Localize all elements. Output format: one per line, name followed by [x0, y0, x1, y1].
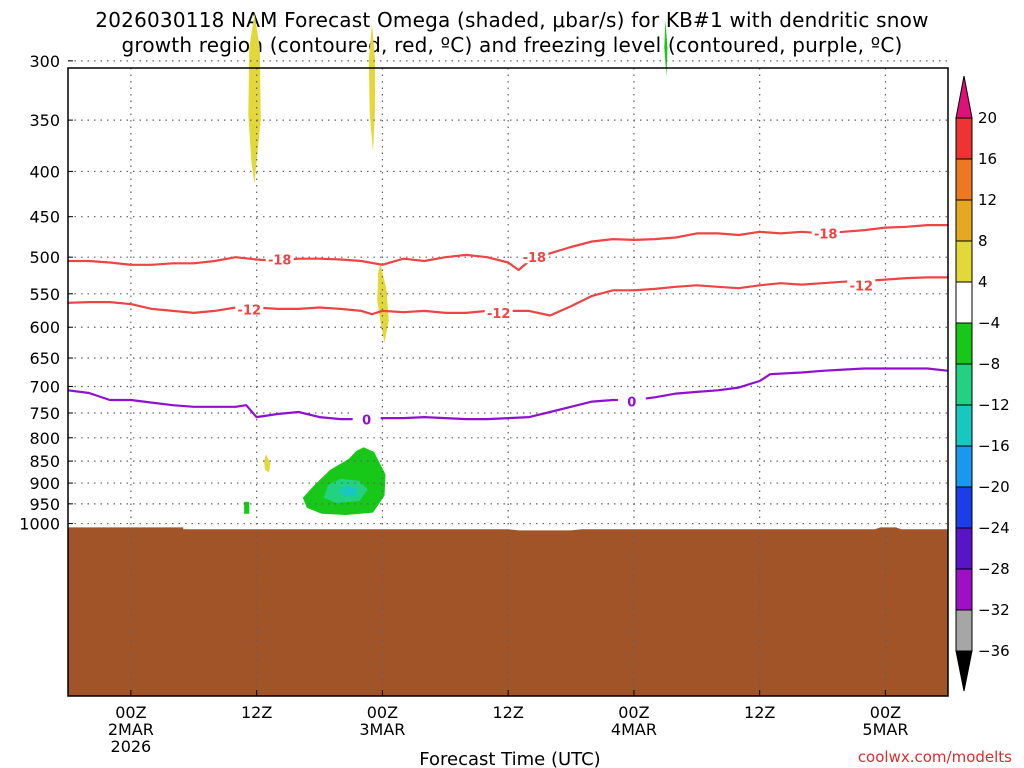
colorbar-box-9 — [955, 486, 973, 529]
omega-region-5 — [244, 501, 250, 514]
contour-label-bg-1-0 — [235, 301, 264, 316]
colorbar-bottom-triangle — [955, 650, 973, 692]
colorbar-label-10: −24 — [978, 519, 1010, 537]
contour-label-0-0: -18 — [268, 253, 292, 268]
colorbar-label-3: 8 — [978, 232, 988, 250]
colorbar-box-4 — [955, 281, 973, 324]
contour-label-bg-0-1 — [520, 249, 549, 264]
colorbar-box-0 — [955, 117, 973, 160]
colorbar-box-10 — [955, 527, 973, 570]
colorbar-box-12 — [955, 609, 973, 652]
terrain-layer — [68, 527, 948, 696]
x-tick-label-96-0: 00Z — [870, 703, 901, 722]
colorbar-label-9: −20 — [978, 478, 1010, 496]
y-tick-label-550: 550 — [29, 285, 60, 304]
colorbar-label-7: −12 — [978, 396, 1010, 414]
contour-label-bg-1-1 — [484, 304, 513, 319]
colorbar-label-8: −16 — [978, 437, 1010, 455]
colorbar-label-11: −28 — [978, 560, 1010, 578]
y-tick-label-600: 600 — [29, 318, 60, 337]
contour-layer: -18 -18 -18 -12 -12 -12 0 0 — [67, 224, 949, 429]
contour-line-0 — [68, 224, 949, 272]
x-tick-label-24-1: 2MAR — [108, 720, 154, 739]
colorbar-label-5: −4 — [978, 314, 1000, 332]
colorbar-label-4: 4 — [978, 273, 988, 291]
contour-label-bg-2-0 — [352, 411, 381, 426]
y-tick-label-750: 750 — [29, 404, 60, 423]
y-tick-label-700: 700 — [29, 377, 60, 396]
omega-region-8 — [338, 485, 358, 497]
y-tick-label-350: 350 — [29, 111, 60, 130]
y-tick-label-800: 800 — [29, 429, 60, 448]
x-tick-label-84-0: 12Z — [744, 703, 775, 722]
colorbar-label-0: 20 — [978, 109, 997, 127]
colorbar-label-13: −36 — [978, 642, 1010, 660]
contour-label-0-1: -18 — [523, 251, 547, 266]
y-tick-label-500: 500 — [29, 248, 60, 267]
colorbar-box-6 — [955, 363, 973, 406]
contour-label-bg-1-2 — [847, 277, 876, 292]
colorbar-box-1 — [955, 158, 973, 201]
x-tick-label-24-2: 2026 — [111, 737, 152, 756]
y-tick-label-900: 900 — [29, 474, 60, 493]
y-tick-label-650: 650 — [29, 349, 60, 368]
colorbar-label-2: 12 — [978, 191, 997, 209]
contour-line-2 — [67, 367, 949, 421]
x-tick-label-60-0: 12Z — [492, 703, 523, 722]
y-tick-label-400: 400 — [29, 162, 60, 181]
x-tick-label-24-0: 00Z — [115, 703, 146, 722]
x-tick-label-36-0: 12Z — [241, 703, 272, 722]
y-tick-label-950: 950 — [29, 495, 60, 514]
colorbar-box-5 — [955, 322, 973, 365]
x-tick-label-48-1: 3MAR — [359, 720, 405, 739]
contour-label-1-2: -12 — [850, 279, 874, 294]
colorbar-box-7 — [955, 404, 973, 447]
contour-label-1-0: -12 — [238, 304, 262, 319]
contour-label-bg-2-1 — [617, 393, 646, 408]
colorbar-label-6: −8 — [978, 355, 1000, 373]
colorbar-label-1: 16 — [978, 150, 997, 168]
colorbar-box-3 — [955, 240, 973, 283]
contour-label-2-1: 0 — [627, 396, 636, 411]
x-tick-label-72-0: 00Z — [618, 703, 649, 722]
x-tick-label-96-1: 5MAR — [862, 720, 908, 739]
colorbar: 20 16 12 8 4 −4 −8 −12 −16 −20 −24 −28 −32 −36 — [955, 75, 1010, 692]
omega-region-1 — [368, 23, 376, 152]
terrain-band — [68, 527, 948, 696]
y-tick-label-250: 250 — [29, 0, 60, 1]
grid-layer — [68, 60, 948, 696]
contour-label-bg-0-2 — [811, 225, 840, 240]
omega-region-0 — [248, 13, 261, 184]
colorbar-box-8 — [955, 445, 973, 488]
credit-text: coolwx.com/modelts — [857, 748, 1012, 766]
omega-region-2 — [664, 20, 668, 76]
colorbar-top-triangle — [955, 75, 973, 119]
y-tick-label-300: 300 — [29, 52, 60, 71]
contour-label-0-2: -18 — [814, 227, 838, 242]
x-tick-label-72-1: 4MAR — [611, 720, 657, 739]
x-tick-label-48-0: 00Z — [367, 703, 398, 722]
omega-region-4 — [264, 454, 271, 473]
contour-label-2-0: 0 — [362, 414, 371, 429]
y-tick-label-850: 850 — [29, 452, 60, 471]
contour-label-1-1: -12 — [487, 307, 511, 322]
colorbar-box-11 — [955, 568, 973, 611]
contour-label-bg-0-0 — [265, 251, 294, 266]
y-axis: 250 300 350 400 450 500 550 600 650 700 750 800 850 9… — [19, 0, 73, 534]
chart-title-line-1: 2026030118 NAM Forecast Omega (shaded, μ… — [95, 8, 929, 32]
x-axis-title: Forecast Time (UTC) — [419, 749, 600, 768]
y-tick-label-450: 450 — [29, 208, 60, 227]
omega-shading-layer — [244, 13, 668, 515]
y-tick-label-1000: 1000 — [19, 515, 60, 534]
colorbar-label-12: −32 — [978, 601, 1010, 619]
colorbar-box-2 — [955, 199, 973, 242]
